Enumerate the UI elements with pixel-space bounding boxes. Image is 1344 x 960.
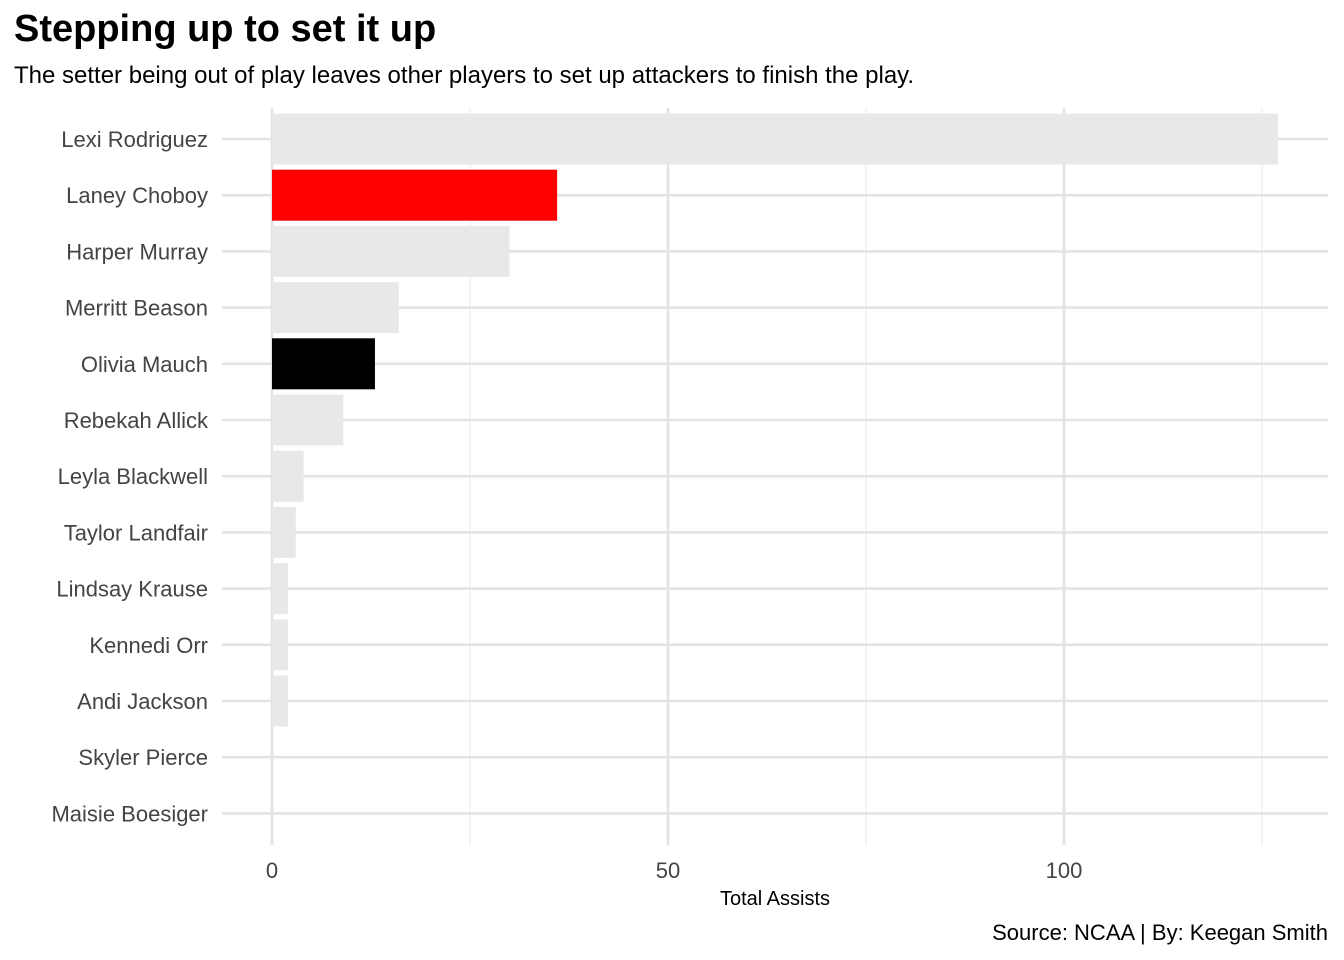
- bar: [272, 338, 375, 390]
- y-tick-label: Olivia Mauch: [81, 352, 208, 377]
- x-axis-title: Total Assists: [720, 888, 830, 910]
- chart-title: Stepping up to set it up: [14, 8, 437, 50]
- chart-caption: Source: NCAA | By: Keegan Smith: [992, 920, 1328, 945]
- y-tick-label: Lindsay Krause: [56, 577, 208, 602]
- y-axis-labels: Lexi Rodriguez Laney Choboy Harper Murray M…: [51, 127, 209, 826]
- y-tick-label: Rebekah Allick: [64, 408, 209, 433]
- bar: [272, 506, 296, 558]
- bar: [272, 619, 288, 671]
- y-tick-label: Kennedi Orr: [89, 633, 208, 658]
- bar: [272, 113, 1278, 165]
- bar: [272, 675, 288, 727]
- y-tick-label: Lexi Rodriguez: [61, 127, 208, 152]
- y-tick-label: Andi Jackson: [77, 689, 208, 714]
- chart-subtitle: The setter being out of play leaves othe…: [14, 62, 915, 89]
- x-axis-ticks: 0 50 100: [266, 858, 1082, 883]
- y-tick-label: Merritt Beason: [65, 296, 208, 321]
- y-tick-label: Laney Choboy: [66, 183, 208, 208]
- y-tick-label: Maisie Boesiger: [51, 801, 208, 826]
- y-tick-label: Skyler Pierce: [78, 745, 208, 770]
- y-tick-label: Taylor Landfair: [64, 520, 208, 545]
- bar: [272, 282, 399, 334]
- bar: [272, 225, 510, 277]
- bars: [272, 113, 1278, 727]
- y-tick-label: Harper Murray: [66, 239, 208, 264]
- x-tick-label: 100: [1046, 858, 1083, 883]
- bar: [272, 169, 558, 221]
- bar: [272, 450, 304, 502]
- bar: [272, 563, 288, 615]
- bar: [272, 394, 344, 446]
- x-tick-label: 50: [656, 858, 680, 883]
- y-tick-label: Leyla Blackwell: [58, 464, 208, 489]
- x-tick-label: 0: [266, 858, 278, 883]
